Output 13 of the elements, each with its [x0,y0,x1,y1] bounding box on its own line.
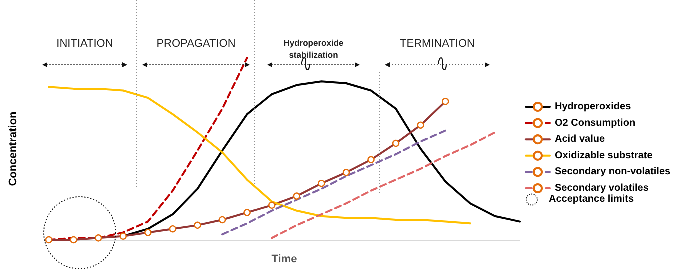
text: TERMINATION [399,38,476,50]
legend-label: Secondary volatiles [555,183,650,194]
legend-label: Acid value [555,134,606,146]
text: INITIATION [56,38,114,50]
text: Acceptance limits [549,194,634,206]
y-axis-title: Concentration [8,111,20,186]
text: PROPAGATION [156,38,237,50]
annotation: Hydroperoxide stabilization [282,37,345,61]
legend-label: Oxidizable substrate [555,150,654,162]
legend-label: O2 Consumption [555,118,636,129]
x-axis-title: Time [272,254,298,266]
legend-label: Hydroperoxides [555,102,632,112]
legend-label: Secondary non-volatiles [555,166,672,178]
